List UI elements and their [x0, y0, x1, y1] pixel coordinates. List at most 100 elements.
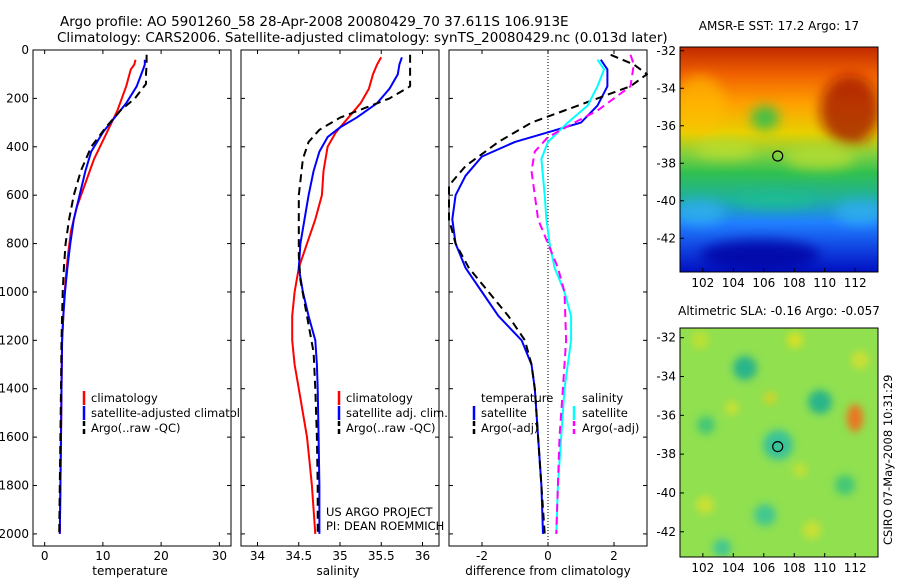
x-tick-label: 36	[415, 549, 430, 563]
series-argo-raw-qc	[58, 54, 148, 534]
lon-tick-label: 102	[691, 561, 714, 575]
series-climatology	[291, 56, 383, 534]
difference-legend: temperature satellite Argo(-adj) salinit…	[472, 391, 639, 435]
y-tick-label: 0	[21, 43, 29, 57]
sst-map-frame	[679, 46, 879, 273]
legend-label-climatology: climatology	[91, 391, 158, 405]
x-tick-label: 10	[95, 549, 110, 563]
lon-tick-label: 110	[813, 561, 836, 575]
x-tick-label: 2	[610, 549, 618, 563]
legend-label-climatology: climatology	[346, 391, 413, 405]
y-tick-label: 1800	[0, 479, 29, 493]
temperature-axes-frame	[32, 49, 232, 547]
legend-title-salinity: salinity	[582, 391, 623, 405]
lon-tick-label: 108	[783, 561, 806, 575]
lat-tick-label: -36	[656, 119, 676, 133]
legend-label-satellite-adjusted: satellite-adjusted climatology	[91, 406, 261, 420]
x-tick-label: 30	[212, 549, 227, 563]
argo-position-marker	[772, 441, 784, 453]
lon-tick-label: 112	[844, 561, 867, 575]
x-tick-label: 34	[250, 549, 265, 563]
lon-tick-label: 104	[722, 276, 745, 290]
sla-longitude-ticks: 102 104 106 108 110 112	[691, 553, 867, 575]
difference-series	[448, 53, 648, 534]
temperature-profile-panel: 0 200 400 600 800 1000 1200 1400 1600 1800 2000 0 1…	[0, 43, 261, 578]
legend-label-argo: Argo(..raw -QC)	[346, 421, 436, 435]
csiro-timestamp: CSIRO 07-May-2008 10:31:29	[881, 375, 895, 546]
lat-tick-label: -34	[656, 81, 676, 95]
figure-title-line2: Climatology: CARS2006. Satellite-adjuste…	[57, 30, 668, 46]
sla-map-frame	[679, 327, 879, 558]
lat-tick-label: -34	[656, 370, 676, 384]
legend-label-temp-satellite: satellite	[481, 406, 527, 420]
legend-label-argo: Argo(..raw -QC)	[91, 421, 181, 435]
temperature-legend: climatology satellite-adjusted climatolo…	[82, 391, 261, 435]
x-tick-label: 0	[41, 549, 49, 563]
lat-tick-label: -32	[656, 331, 676, 345]
y-tick-label: 800	[6, 237, 29, 251]
salinity-series	[291, 54, 412, 534]
sst-heatmap	[680, 47, 878, 272]
y-tick-label: 600	[6, 188, 29, 202]
y-tick-label: 1200	[0, 333, 29, 347]
temperature-xlabel: temperature	[92, 564, 167, 578]
series-argo-raw-qc	[297, 54, 412, 534]
lon-tick-label: 112	[844, 276, 867, 290]
x-tick-label: 35.5	[368, 549, 395, 563]
lat-tick-label: -42	[656, 231, 676, 245]
difference-xlabel: difference from climatology	[465, 564, 631, 578]
temperature-axis-ticks: 0 10 20 30	[41, 50, 227, 563]
series-satellite-adj-clim	[297, 56, 403, 534]
pi-credit: PI: DEAN ROEMMICH	[326, 519, 444, 533]
y-tick-label: 1600	[0, 430, 29, 444]
series-temperature-argo-adj	[448, 53, 648, 534]
sst-longitude-ticks: 102 104 106 108 110 112	[691, 268, 867, 290]
sla-heatmap	[680, 328, 878, 557]
lon-tick-label: 102	[691, 276, 714, 290]
figure-title-line1: Argo profile: AO 5901260_58 28-Apr-2008 …	[60, 14, 569, 30]
sst-map-title: AMSR-E SST: 17.2 Argo: 17	[699, 19, 859, 33]
x-tick-label: -2	[476, 549, 488, 563]
lat-tick-label: -40	[656, 486, 676, 500]
difference-axes-frame	[448, 49, 648, 547]
x-tick-label: 34.5	[285, 549, 312, 563]
x-tick-label: 35	[332, 549, 347, 563]
lat-tick-label: -36	[656, 408, 676, 422]
legend-label-sal-argo: Argo(-adj)	[582, 421, 639, 435]
argo-position-marker	[772, 150, 784, 162]
sla-map-panel: Altimetric SLA: -0.16 Argo: -0.057	[656, 304, 880, 575]
y-tick-label: 400	[6, 140, 29, 154]
lon-tick-label: 104	[722, 561, 745, 575]
series-salinity-satellite	[540, 59, 606, 534]
difference-axis-ticks: -2 0 2	[449, 49, 647, 563]
project-credit: US ARGO PROJECT	[326, 505, 434, 519]
y-tick-label: 200	[6, 91, 29, 105]
lat-tick-label: -42	[656, 525, 676, 539]
x-tick-label: 20	[153, 549, 168, 563]
lon-tick-label: 110	[813, 276, 836, 290]
lon-tick-label: 106	[752, 561, 775, 575]
legend-label-sal-satellite: satellite	[582, 406, 628, 420]
y-tick-label: 2000	[0, 527, 29, 541]
sst-latitude-ticks: -32 -34 -36 -38 -40 -42	[656, 44, 684, 245]
sst-map-panel: AMSR-E SST: 17.2 Argo: 17 102 104 106 108 11…	[656, 19, 879, 290]
lat-tick-label: -38	[656, 447, 676, 461]
depth-axis-ticks: 0 200 400 600 800 1000 1200 1400 1600 1800 2000	[0, 43, 231, 541]
sla-latitude-ticks: -32 -34 -36 -38 -40 -42	[656, 331, 684, 539]
x-tick-label: 0	[544, 549, 552, 563]
difference-profile-panel: -2 0 2 difference from climatology tempera…	[448, 49, 648, 578]
salinity-axes-frame	[240, 49, 440, 547]
salinity-profile-panel: 34 34.5 35 35.5 36 salinity climatology sate…	[240, 49, 448, 578]
y-tick-label: 1400	[0, 382, 29, 396]
sla-map-title: Altimetric SLA: -0.16 Argo: -0.057	[678, 304, 880, 318]
lat-tick-label: -32	[656, 44, 676, 58]
salinity-axis-ticks: 34 34.5 35 35.5 36	[241, 49, 439, 563]
temperature-series	[58, 54, 148, 534]
legend-label-satellite-adj: satellite adj. clim.	[346, 406, 448, 420]
lon-tick-label: 106	[752, 276, 775, 290]
y-tick-label: 1000	[0, 285, 29, 299]
series-temperature-satellite	[451, 59, 609, 534]
lon-tick-label: 108	[783, 276, 806, 290]
salinity-xlabel: salinity	[316, 564, 359, 578]
